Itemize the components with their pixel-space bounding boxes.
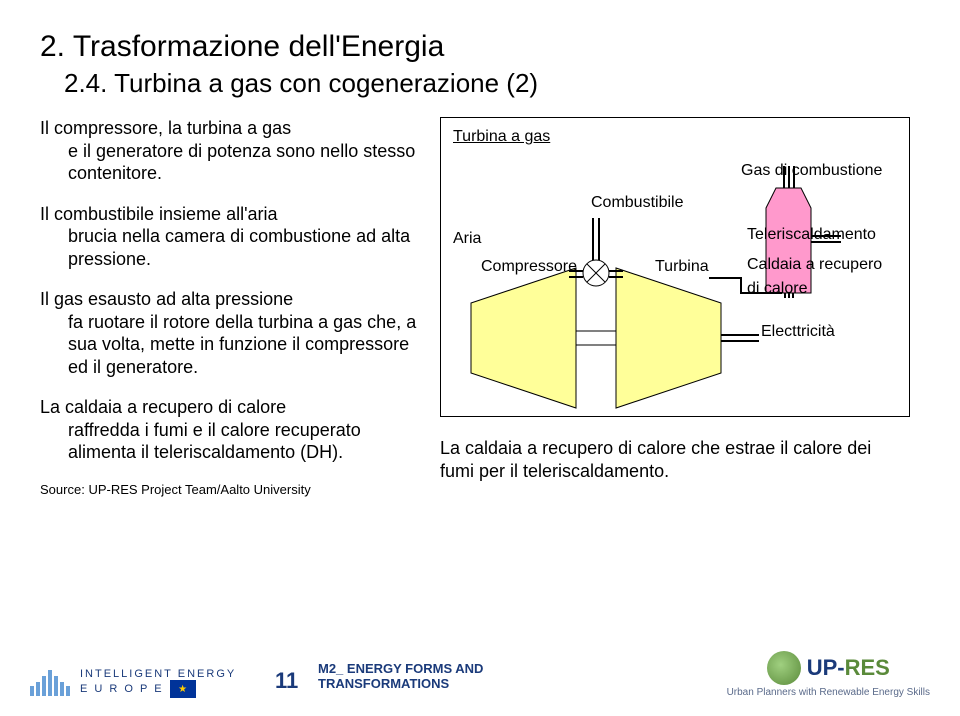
compressor-shape [471, 268, 576, 408]
para3-rest: fa ruotare il rotore della turbina a gas… [40, 311, 420, 379]
para1-rest: e il generatore di potenza sono nello st… [40, 140, 420, 185]
upres-globe-icon [767, 651, 801, 685]
right-column: Turbina a gas Aria Compressore Combustib… [440, 117, 920, 498]
source-line: Source: UP-RES Project Team/Aalto Univer… [40, 482, 420, 498]
slide: 2. Trasformazione dell'Energia 2.4. Turb… [0, 0, 960, 716]
para4-first: La caldaia a recupero di calore [40, 396, 420, 419]
ie-line1: INTELLIGENT ENERGY [80, 668, 236, 680]
label-gas-combustione: Gas di combustione [741, 162, 882, 180]
paragraph-3: Il gas esausto ad alta pressione fa ruot… [40, 288, 420, 378]
para3-first: Il gas esausto ad alta pressione [40, 288, 420, 311]
diagram-caption: La caldaia a recupero di calore che estr… [440, 437, 910, 482]
ie-bars-icon [30, 670, 70, 696]
page-title: 2. Trasformazione dell'Energia [40, 30, 920, 64]
source-value: UP-RES Project Team/Aalto University [88, 482, 310, 497]
eu-flag-icon: ★ [170, 680, 196, 698]
turbine-diagram: Turbina a gas Aria Compressore Combustib… [440, 117, 910, 417]
label-caldaia: Caldaia a recupero [747, 256, 882, 274]
upres-logo: UP-RES Urban Planners with Renewable Ene… [727, 651, 930, 698]
label-turbina-a-gas: Turbina a gas [453, 128, 550, 146]
page-number: 11 [275, 668, 298, 694]
label-aria: Aria [453, 230, 481, 248]
paragraph-4: La caldaia a recupero di calore raffredd… [40, 396, 420, 464]
upres-subtitle: Urban Planners with Renewable Energy Ski… [727, 687, 930, 698]
label-turbina: Turbina [655, 258, 709, 276]
label-compressore: Compressore [481, 258, 577, 276]
module-label: M2_ ENERGY FORMS AND TRANSFORMATIONS [318, 661, 483, 692]
para2-rest: brucia nella camera di combustione ad al… [40, 225, 420, 270]
page-subtitle: 2.4. Turbina a gas con cogenerazione (2) [64, 68, 920, 99]
module-l2: TRANSFORMATIONS [318, 676, 449, 691]
para4-rest: raffredda i fumi e il calore recuperato … [40, 419, 420, 464]
content-columns: Il compressore, la turbina a gas e il ge… [40, 117, 920, 498]
label-elettricita: Electtricità [761, 323, 835, 341]
module-l1: M2_ ENERGY FORMS AND [318, 661, 483, 676]
label-di-calore: di calore [747, 280, 807, 298]
upres-up: UP- [807, 655, 845, 680]
para1-first: Il compressore, la turbina a gas [40, 117, 420, 140]
paragraph-1: Il compressore, la turbina a gas e il ge… [40, 117, 420, 185]
ie-line2: E U R O P E [80, 683, 164, 695]
paragraph-2: Il combustibile insieme all'aria brucia … [40, 203, 420, 271]
source-label: Source: [40, 482, 85, 497]
label-combustibile: Combustibile [591, 194, 683, 212]
intelligent-energy-logo: INTELLIGENT ENERGY E U R O P E ★ [30, 668, 236, 698]
left-column: Il compressore, la turbina a gas e il ge… [40, 117, 420, 498]
upres-text: UP-RES [807, 655, 890, 681]
slide-footer: INTELLIGENT ENERGY E U R O P E ★ 11 M2_ … [0, 630, 960, 716]
turbine-shape [616, 268, 721, 408]
label-teleriscaldamento: Teleriscaldamento [747, 226, 876, 244]
ie-text-block: INTELLIGENT ENERGY E U R O P E ★ [80, 668, 236, 698]
upres-mark: UP-RES [727, 651, 930, 685]
shaft-shape [576, 331, 616, 345]
para2-first: Il combustibile insieme all'aria [40, 203, 420, 226]
upres-res: RES [845, 655, 890, 680]
